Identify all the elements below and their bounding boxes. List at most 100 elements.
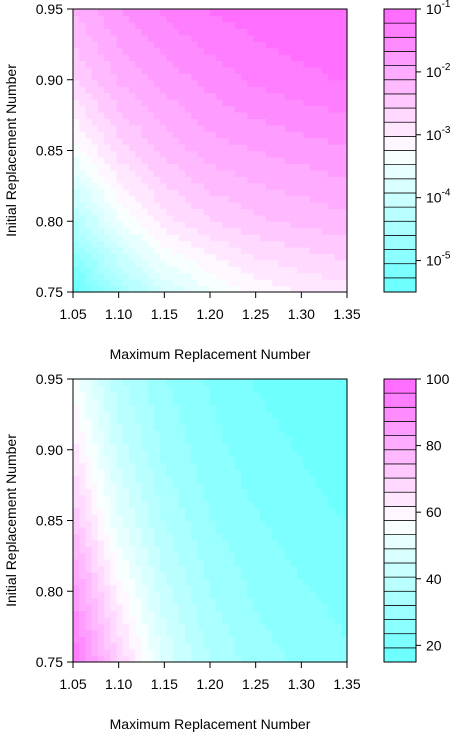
heatmap-cell	[147, 649, 155, 657]
heatmap-cell	[315, 9, 323, 17]
heatmap-cell	[197, 111, 205, 119]
heatmap-cell	[309, 591, 317, 599]
heatmap-cell	[290, 636, 298, 644]
heatmap-cell	[141, 488, 149, 496]
heatmap-cell	[222, 385, 230, 393]
heatmap-cell	[284, 475, 292, 483]
heatmap-cell	[228, 398, 236, 406]
heatmap-cell	[284, 571, 292, 579]
heatmap-cell	[228, 92, 236, 100]
heatmap-cell	[222, 411, 230, 419]
heatmap-cell	[141, 546, 149, 554]
heatmap-cell	[116, 546, 124, 554]
heatmap-cell	[241, 111, 248, 119]
heatmap-cell	[328, 507, 336, 515]
heatmap-cell	[322, 118, 329, 126]
heatmap-cell	[216, 636, 224, 644]
heatmap-cell	[166, 79, 174, 87]
heatmap-cell	[178, 655, 186, 663]
heatmap-cell	[85, 111, 93, 119]
heatmap-cell	[203, 578, 211, 586]
heatmap-cell	[266, 86, 273, 94]
heatmap-cell	[153, 208, 161, 216]
heatmap-cell	[110, 391, 118, 399]
heatmap-cell	[322, 546, 329, 554]
heatmap-cell	[160, 417, 168, 425]
heatmap-cell	[191, 99, 199, 107]
heatmap-cell	[228, 124, 236, 132]
heatmap-cell	[210, 565, 217, 573]
heatmap-cell	[172, 430, 180, 438]
heatmap-cell	[172, 28, 180, 36]
heatmap-cell	[309, 559, 317, 567]
heatmap-cell	[104, 565, 111, 573]
heatmap-cell	[197, 391, 205, 399]
heatmap-cell	[147, 379, 155, 387]
heatmap-cell	[216, 41, 224, 49]
heatmap-cell	[141, 475, 149, 483]
heatmap-cell	[122, 99, 130, 107]
heatmap-cell	[185, 391, 192, 399]
heatmap-cell	[216, 47, 224, 55]
heatmap-cell	[290, 494, 298, 502]
heatmap-cell	[191, 54, 199, 62]
heatmap-cell	[104, 234, 111, 242]
heatmap-cell	[259, 610, 267, 618]
heatmap-cell	[185, 60, 192, 68]
heatmap-cell	[340, 488, 348, 496]
heatmap-cell	[153, 379, 161, 387]
heatmap-cell	[210, 79, 217, 87]
heatmap-cell	[315, 227, 323, 235]
heatmap-cell	[247, 501, 255, 509]
heatmap-cell	[197, 533, 205, 541]
heatmap-cell	[97, 266, 105, 274]
heatmap-cell	[340, 221, 348, 229]
heatmap-cell	[241, 28, 248, 36]
heatmap-cell	[303, 47, 311, 55]
heatmap-cell	[234, 526, 242, 534]
heatmap-cell	[147, 15, 155, 23]
heatmap-cell	[290, 21, 298, 29]
heatmap-cell	[79, 156, 87, 164]
heatmap-cell	[284, 259, 292, 267]
heatmap-cell	[153, 201, 161, 209]
heatmap-cell	[73, 73, 80, 81]
heatmap-cell	[266, 79, 273, 87]
heatmap-cell	[340, 642, 348, 650]
heatmap-cell	[210, 494, 217, 502]
heatmap-cell	[315, 124, 323, 132]
heatmap-cell	[303, 552, 311, 560]
heatmap-cell	[203, 285, 211, 293]
heatmap-cell	[266, 462, 273, 470]
heatmap-cell	[259, 417, 267, 425]
heatmap-cell	[116, 456, 124, 464]
heatmap-cell	[253, 189, 261, 197]
heatmap-cell	[147, 9, 155, 17]
heatmap-cell	[253, 629, 261, 637]
heatmap-cell	[216, 507, 224, 515]
heatmap-cell	[141, 266, 149, 274]
heatmap-cell	[322, 578, 329, 586]
heatmap-cell	[178, 163, 186, 171]
heatmap-cell	[116, 436, 124, 444]
heatmap-cell	[110, 118, 118, 126]
heatmap-cell	[104, 137, 111, 145]
heatmap-cell	[272, 41, 280, 49]
heatmap-cell	[259, 92, 267, 100]
heatmap-cell	[222, 201, 230, 209]
heatmap-cell	[166, 214, 174, 222]
heatmap-cell	[116, 475, 124, 483]
heatmap-cell	[210, 424, 217, 432]
heatmap-cell	[278, 649, 286, 657]
heatmap-cell	[104, 54, 111, 62]
heatmap-cell	[284, 92, 292, 100]
y-tick-label: 0.95	[36, 371, 63, 387]
heatmap-cell	[322, 533, 329, 541]
heatmap-cell	[135, 66, 143, 74]
heatmap-cell	[222, 494, 230, 502]
heatmap-cell	[297, 47, 305, 55]
heatmap-cell	[135, 92, 143, 100]
heatmap-cell	[122, 655, 130, 663]
heatmap-cell	[340, 66, 348, 74]
heatmap-cell	[241, 144, 248, 152]
